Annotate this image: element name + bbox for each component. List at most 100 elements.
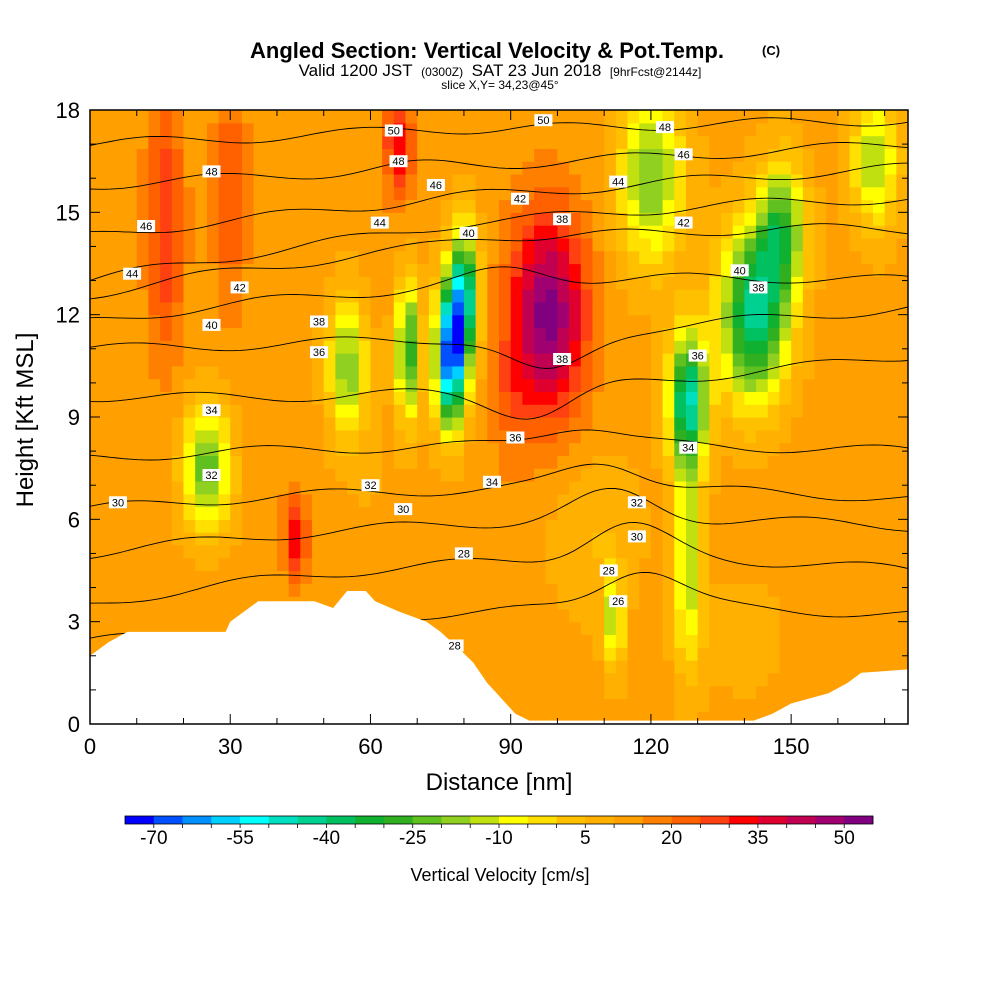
velocity-cell [195, 621, 208, 636]
velocity-cell [171, 378, 185, 393]
velocity-cell [744, 148, 757, 162]
velocity-cell [241, 122, 255, 137]
velocity-cell [440, 122, 453, 137]
velocity-cell [487, 353, 500, 367]
velocity-cell [300, 135, 313, 149]
velocity-cell [557, 417, 570, 431]
velocity-cell [230, 263, 243, 277]
velocity-cell [697, 493, 710, 508]
velocity-cell [522, 455, 535, 469]
velocity-cell [183, 493, 196, 508]
velocity-cell [767, 173, 781, 188]
velocity-cell [230, 455, 243, 469]
velocity-cell [767, 506, 781, 520]
velocity-cell [627, 110, 640, 124]
velocity-cell [90, 429, 103, 444]
velocity-cell [125, 391, 138, 405]
contour-label-bg [202, 404, 221, 417]
x-axis-label: Distance [nm] [426, 769, 573, 796]
velocity-cell [171, 468, 185, 482]
velocity-cell [335, 353, 348, 367]
velocity-cell [417, 583, 430, 597]
velocity-cell [382, 263, 395, 277]
velocity-cell [358, 455, 372, 469]
velocity-cell [148, 289, 161, 303]
velocity-cell [896, 634, 908, 648]
velocity-cell [522, 519, 535, 533]
velocity-cell [148, 493, 161, 508]
velocity-cell [685, 608, 699, 623]
velocity-cell [545, 378, 559, 393]
velocity-cell [347, 301, 360, 316]
velocity-cell [499, 365, 512, 380]
velocity-cell [125, 429, 138, 444]
velocity-cell [639, 621, 652, 636]
velocity-cell [101, 276, 114, 290]
velocity-cell [148, 583, 161, 597]
velocity-cell [253, 148, 266, 162]
velocity-cell [312, 468, 325, 482]
velocity-cell [440, 327, 453, 341]
velocity-cell [685, 391, 699, 405]
colorbar-swatch [700, 816, 730, 824]
velocity-cell [650, 442, 664, 456]
contour-label: 48 [655, 121, 674, 134]
velocity-cell [101, 391, 114, 405]
velocity-cell [323, 199, 336, 213]
velocity-cell [382, 480, 395, 495]
velocity-cell [639, 544, 652, 559]
velocity-cell [674, 596, 687, 610]
velocity-cell [756, 353, 769, 367]
colorbar-swatch [153, 816, 183, 824]
velocity-cell [276, 110, 290, 124]
velocity-cell [288, 544, 301, 559]
contour-label-text: 48 [659, 122, 671, 134]
velocity-cell [756, 468, 769, 482]
velocity-cell [826, 391, 839, 405]
velocity-cell [487, 250, 500, 265]
velocity-cell [779, 493, 792, 508]
velocity-cell [393, 301, 407, 316]
velocity-cell [276, 186, 290, 201]
velocity-cell [241, 442, 255, 456]
velocity-cell [335, 212, 348, 226]
velocity-cell [487, 429, 500, 444]
velocity-cell [849, 480, 862, 495]
velocity-cell [674, 570, 687, 584]
contour-label: 30 [109, 496, 127, 509]
velocity-cell [709, 110, 722, 124]
velocity-cell [206, 250, 220, 265]
velocity-cell [113, 608, 126, 623]
velocity-cell [160, 148, 173, 162]
velocity-cell [604, 417, 617, 431]
velocity-cell [475, 237, 488, 252]
velocity-cell [300, 340, 313, 354]
velocity-cell [417, 442, 430, 456]
terrain-shape [90, 591, 908, 724]
velocity-cell [756, 660, 769, 674]
velocity-cell [662, 135, 675, 149]
velocity-cell [417, 493, 430, 508]
velocity-cell [534, 135, 547, 149]
velocity-cell [101, 250, 114, 265]
velocity-cell [580, 225, 594, 239]
velocity-cell [487, 621, 500, 636]
velocity-cell [779, 135, 792, 149]
velocity-cell [440, 493, 453, 508]
velocity-cell [837, 519, 851, 533]
colorbar-swatch [441, 816, 471, 824]
velocity-cell [487, 263, 500, 277]
velocity-cell [136, 429, 150, 444]
velocity-cell [113, 199, 126, 213]
velocity-cell [113, 468, 126, 482]
velocity-cell [650, 161, 664, 175]
x-tick-label: 90 [498, 734, 522, 759]
velocity-cell [662, 237, 675, 252]
velocity-cell [510, 110, 523, 124]
velocity-cell [802, 199, 816, 213]
velocity-cell [744, 173, 757, 188]
velocity-cell [615, 634, 629, 648]
velocity-cell [90, 327, 103, 341]
velocity-cell [604, 493, 617, 508]
velocity-cell [382, 404, 395, 418]
